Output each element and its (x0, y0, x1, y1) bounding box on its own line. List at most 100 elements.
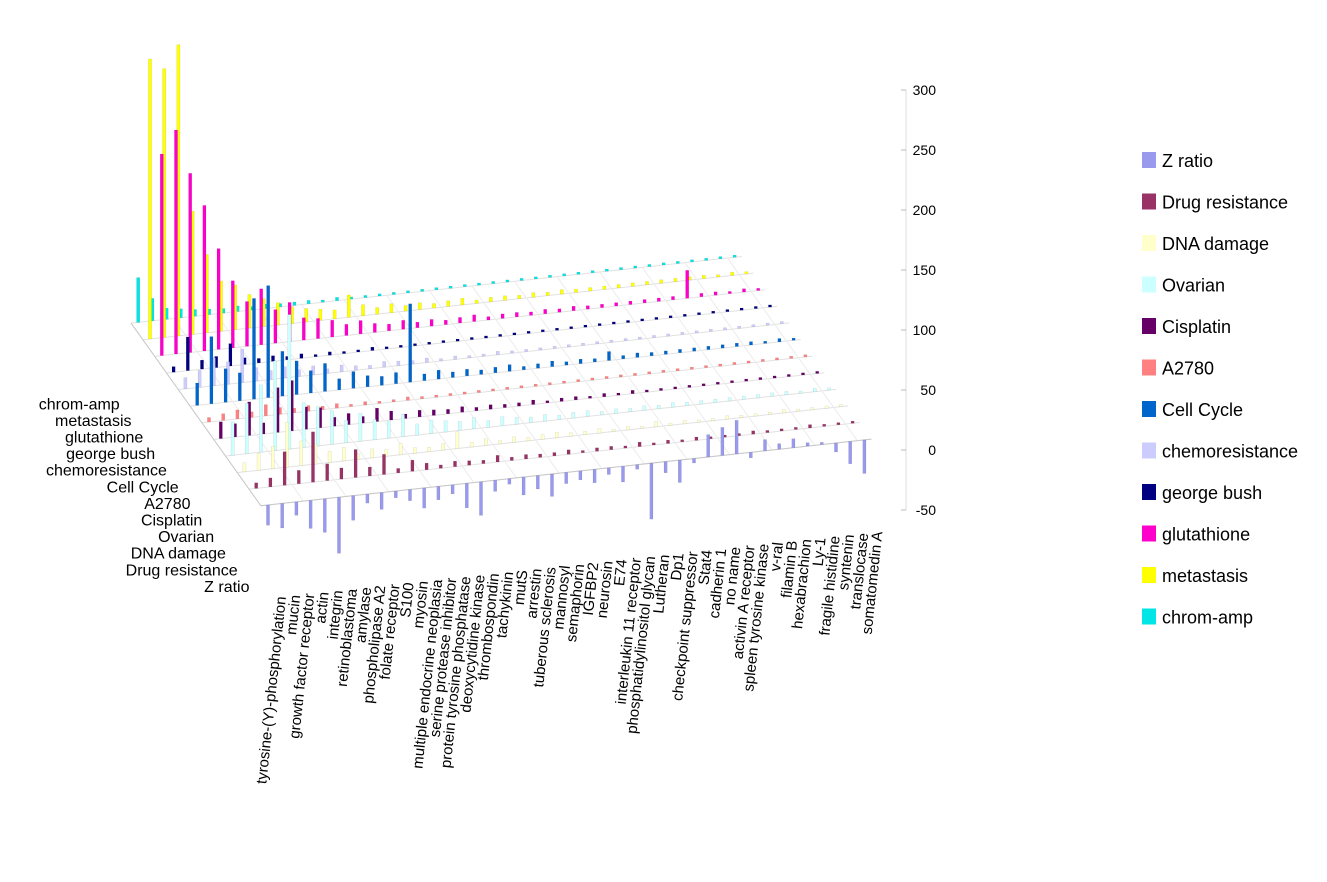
category-axis-label: Ly-1 (810, 537, 830, 567)
bar-ovarian (273, 360, 278, 451)
bar-chemoresistance (780, 321, 784, 324)
bar-chemoresistance (666, 333, 670, 337)
bar-george-bush (569, 326, 573, 330)
bar-z-ratio (592, 469, 597, 483)
bar-chemoresistance (368, 365, 372, 369)
bar-george-bush (484, 335, 488, 339)
bar-glutathione (387, 323, 391, 332)
bar-cell-cycle (479, 369, 484, 375)
bar-glutathione (728, 291, 732, 294)
bar-chrom-amp (690, 259, 694, 263)
bar-metastasis (304, 308, 309, 323)
bar-cell-cycle (380, 376, 384, 386)
bar-chemoresistance (652, 335, 656, 338)
legend-swatch (1142, 318, 1156, 334)
legend-swatch (1142, 235, 1156, 251)
bar-chemoresistance (723, 327, 727, 331)
bar-glutathione (358, 320, 363, 335)
bar-a2780 (576, 379, 580, 382)
bar-dna-damage (299, 440, 304, 466)
bar-drug-resistance (254, 482, 259, 489)
bar-cell-cycle (621, 355, 625, 360)
bar-a2780 (519, 385, 524, 389)
bar-chrom-amp (590, 270, 595, 274)
bar-dna-damage (540, 434, 545, 440)
bar-cell-cycle (664, 350, 668, 355)
bar-cisplatin (545, 400, 550, 404)
category-axis-label: arrestin (523, 568, 545, 620)
category-axis-label: tachykinin (493, 571, 517, 639)
bar-ovarian (600, 411, 604, 416)
bar-cisplatin (218, 421, 223, 439)
bar-chemoresistance (481, 353, 486, 357)
bar-drug-resistance (368, 466, 372, 477)
category-axis-label: mutS (511, 569, 532, 606)
bar-cisplatin (574, 396, 578, 401)
bar-cisplatin (474, 407, 479, 411)
bar-metastasis (716, 274, 720, 278)
bar-ovarian (813, 388, 817, 392)
bar-glutathione (685, 270, 689, 299)
bar-george-bush (739, 307, 744, 311)
bar-a2780 (448, 393, 453, 396)
bar-chemoresistance (552, 346, 557, 349)
bar-chrom-amp (732, 254, 737, 258)
bar-ovarian (827, 387, 831, 391)
bar-a2780 (335, 403, 339, 409)
bar-dna-damage (668, 422, 673, 426)
bar-dna-damage (327, 451, 332, 463)
bar-george-bush (498, 334, 503, 337)
bar-ovarian (244, 403, 249, 454)
bar-a2780 (363, 401, 368, 406)
bar-dna-damage (242, 462, 247, 472)
floor-grid-line (684, 262, 816, 446)
bar-cell-cycle (578, 358, 583, 364)
bar-chemoresistance (240, 348, 245, 383)
bar-ovarian (798, 390, 803, 394)
bar-z-ratio (436, 486, 441, 500)
bar-drug-resistance (410, 459, 415, 472)
bar-chemoresistance (354, 365, 358, 371)
bar-ovarian (642, 405, 647, 411)
bar-cell-cycle (337, 378, 342, 391)
legend-swatch (1142, 193, 1156, 210)
bar-ovarian (713, 398, 718, 403)
bar-ovarian (486, 420, 491, 428)
bar-chemoresistance (567, 344, 571, 348)
bar-glutathione (628, 300, 633, 305)
bar-george-bush (768, 304, 772, 308)
legend-label: chrom-amp (1162, 608, 1253, 628)
legend-swatch (1142, 442, 1156, 459)
bar-chrom-amp (335, 297, 339, 301)
bar-a2780 (377, 401, 382, 404)
bar-george-bush (356, 349, 361, 353)
category-axis-label: mannosyl (550, 565, 574, 631)
bar-dna-damage (512, 436, 516, 443)
bar-drug-resistance (765, 430, 770, 433)
bar-glutathione (174, 129, 178, 355)
bar-a2780 (221, 413, 226, 421)
bar-ovarian (671, 402, 675, 408)
z-tick-label: 200 (913, 202, 937, 218)
z-tick-label: 150 (913, 262, 937, 278)
bar-z-ratio (678, 459, 682, 483)
bar-metastasis (588, 287, 592, 292)
bar-ovarian (316, 406, 320, 447)
bar-chrom-amp (534, 276, 538, 280)
bar-metastasis (730, 271, 734, 276)
bar-metastasis (616, 284, 621, 289)
series-axis-label: metastasis (55, 413, 131, 430)
bar-cell-cycle (309, 370, 313, 394)
bar-chemoresistance (496, 351, 500, 355)
series-axis-label: Z ratio (204, 579, 249, 596)
bar-george-bush (228, 343, 233, 367)
bar-george-bush (455, 338, 460, 342)
bar-drug-resistance (637, 441, 642, 447)
bar-chemoresistance (581, 343, 585, 346)
bar-cell-cycle (607, 351, 611, 361)
category-axis-label: filamin B (778, 540, 801, 599)
bar-z-ratio (649, 462, 654, 520)
bar-dna-damage (626, 426, 630, 431)
bar-z-ratio (479, 481, 483, 516)
legend-swatch (1142, 608, 1156, 625)
